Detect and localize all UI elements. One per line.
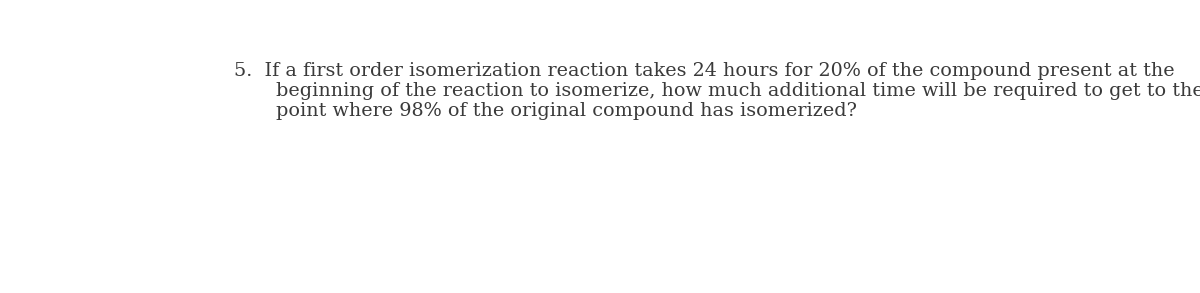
Text: beginning of the reaction to isomerize, how much additional time will be require: beginning of the reaction to isomerize, …: [276, 82, 1200, 100]
Text: 5.  If a first order isomerization reaction takes 24 hours for 20% of the compou: 5. If a first order isomerization reacti…: [234, 62, 1175, 80]
Text: point where 98% of the original compound has isomerized?: point where 98% of the original compound…: [276, 102, 857, 120]
